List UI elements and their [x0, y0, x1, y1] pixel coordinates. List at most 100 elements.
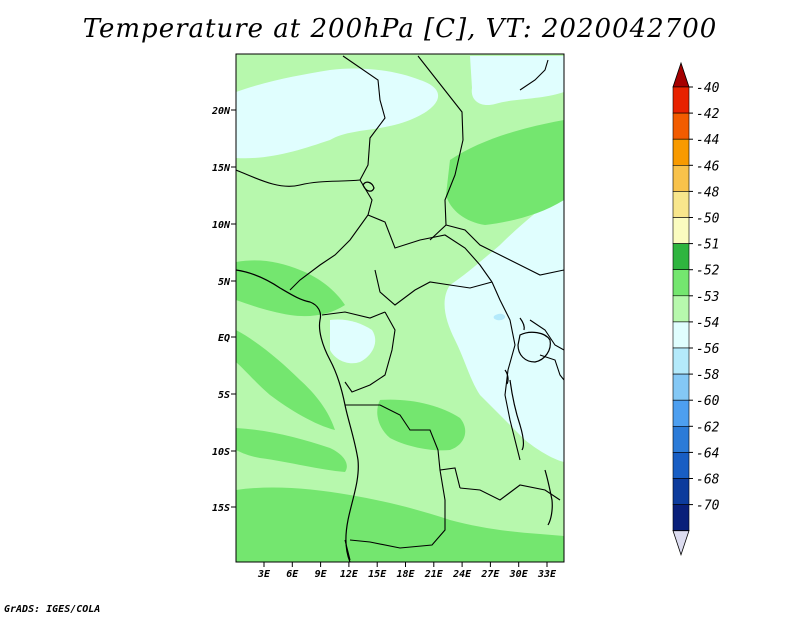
map-title: Temperature at 200hPa [C], VT: 202004270…: [82, 14, 718, 44]
colorbar-swatch: [672, 165, 690, 192]
boundary-sudan-south: [445, 224, 564, 276]
colorbar-swatch: [672, 425, 690, 453]
colorbar-swatch: [672, 191, 690, 218]
cold-patch-gabon: [330, 319, 376, 364]
temperature-field: [236, 54, 564, 562]
colorbar-label: -46: [696, 159, 720, 174]
colorbar-swatch: [672, 347, 690, 375]
colorbar-swatch: [672, 321, 690, 349]
colorbar-label: -56: [696, 342, 720, 357]
colorbar-swatch: [672, 399, 690, 427]
lon-label: 18E: [396, 569, 415, 580]
lon-label: 12E: [340, 569, 359, 580]
warm-band-south: [236, 487, 564, 562]
lat-label: 15S: [212, 503, 230, 514]
colorbar-swatch: [672, 217, 690, 244]
colorbar-bottom-arrow: [672, 530, 690, 556]
country-boundaries: [236, 55, 564, 561]
lake-victoria: [517, 331, 551, 363]
boundary-zambia-east: [459, 484, 561, 501]
lat-label: 5N: [218, 277, 231, 288]
colorbar-swatch: [672, 478, 690, 505]
colorbar-label: -53: [696, 290, 719, 305]
warm-band-south-west: [236, 428, 347, 472]
boundary-car-south: [374, 269, 493, 306]
lon-label: 21E: [424, 569, 444, 580]
boundary-uganda: [529, 319, 564, 351]
colorbar-swatch: [672, 86, 690, 114]
lon-label: 6E: [286, 569, 299, 580]
colorbar-swatch: [672, 112, 690, 140]
lake-tanganyika: [509, 379, 525, 451]
lon-label: 15E: [368, 569, 387, 580]
boundary-kenya: [539, 354, 564, 381]
lat-label: 10S: [212, 447, 230, 458]
colorbar-swatch: [672, 373, 690, 401]
lat-label: 20N: [211, 106, 231, 117]
colorbar-swatch: [672, 295, 690, 323]
lat-label: 15N: [212, 163, 231, 174]
colorbar-label: -62: [696, 420, 720, 435]
lake-albert: [519, 317, 525, 331]
boundary-drc-angola: [345, 404, 461, 489]
boundary-niger-nigeria: [236, 169, 361, 187]
grads-credit: GrADS: IGES/COLA: [4, 604, 101, 615]
longitude-axis: 3E 6E 9E 12E 15E 18E 21E 24E 27E 30E 33E: [257, 562, 557, 580]
boundary-libya-chad: [342, 55, 386, 181]
colorbar-label: -44: [696, 133, 719, 148]
boundary-cameroon-gabon: [321, 311, 386, 319]
cold-patch-east: [444, 190, 564, 462]
colorbar-swatch: [672, 452, 690, 479]
colorbar-label: -50: [696, 212, 720, 227]
boundary-red-sea: [519, 59, 549, 91]
warm-patches: [236, 120, 564, 562]
colorbar-swatch: [672, 504, 690, 532]
colorbar-label: -68: [696, 473, 720, 488]
colorbar-label: -40: [696, 81, 720, 96]
lake-chad: [362, 181, 375, 192]
colorbar-label: -64: [696, 446, 719, 461]
lake-kivu: [504, 369, 509, 385]
colorbar-label: -58: [696, 368, 720, 383]
colorbar-label: -51: [696, 238, 719, 253]
boundary-drc-east: [491, 281, 521, 461]
coastlines-and-lakes: [236, 181, 553, 562]
warm-band-west: [236, 330, 335, 430]
lake-malawi: [544, 469, 553, 526]
boundary-car: [367, 214, 493, 283]
boundary-nigeria-cameroon: [289, 179, 373, 291]
cold-patch-north: [236, 68, 439, 159]
map-frame: [235, 53, 565, 563]
warm-band-north-east: [446, 120, 564, 225]
west-coast: [236, 269, 359, 562]
boundary-angola-zambia: [349, 469, 446, 549]
colorbar-label: -60: [696, 394, 720, 409]
colorbar-label: -70: [696, 499, 720, 514]
warm-band-central: [236, 260, 345, 317]
coldest-spot: [493, 313, 506, 321]
colorbar: -40 -42 -44 -46 -48 -50 -51 -52 -53 -54 -56 -58 -60 -…: [672, 61, 720, 556]
lon-label: 27E: [480, 569, 500, 580]
boundary-congo-drc: [344, 311, 396, 393]
cold-patches: [236, 56, 564, 562]
lon-label: 30E: [509, 569, 529, 580]
warm-band-south-central: [377, 399, 466, 451]
colorbar-label: -48: [696, 185, 720, 200]
lat-label: EQ: [218, 333, 230, 344]
latitude-axis: 20N 15N 10N 5N EQ 5S 10S 15S: [211, 106, 236, 514]
lat-label: 5S: [218, 390, 230, 401]
lon-label: 33E: [537, 569, 557, 580]
colorbar-top-arrow: [672, 61, 690, 88]
colorbar-swatch: [672, 138, 690, 166]
colorbar-label: -54: [696, 316, 719, 331]
lon-label: 24E: [452, 569, 472, 580]
lat-label: 10N: [212, 220, 231, 231]
lon-label: 9E: [315, 569, 328, 580]
colorbar-swatch: [672, 269, 690, 297]
colorbar-swatch: [672, 243, 690, 271]
lon-label: 3E: [257, 569, 271, 580]
cold-patch-north-east: [470, 56, 564, 106]
colorbar-label: -52: [696, 264, 720, 279]
colorbar-label: -42: [696, 107, 720, 122]
